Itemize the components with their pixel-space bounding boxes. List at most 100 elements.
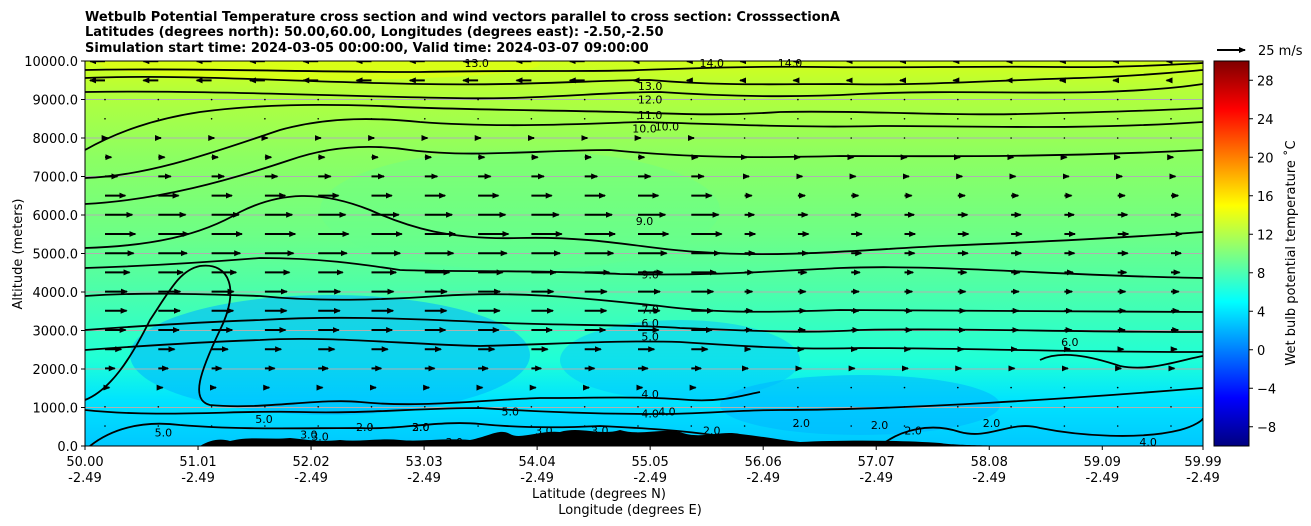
x-tick-lon: -2.49 bbox=[520, 471, 554, 486]
x-tick-lat: 56.06 bbox=[745, 455, 782, 470]
contour-label: 2.0 bbox=[792, 417, 810, 430]
wind-vector bbox=[317, 406, 320, 408]
contour-label: 13.0 bbox=[638, 80, 663, 93]
x-tick-lat: 59.99 bbox=[1184, 455, 1221, 470]
contour-lines bbox=[85, 62, 1203, 446]
wind-vector bbox=[1116, 118, 1119, 120]
y-tick-label: 0.0 bbox=[57, 440, 78, 455]
colorbar-tick-label: 12 bbox=[1257, 228, 1274, 243]
x-tick-lon: -2.49 bbox=[407, 471, 441, 486]
wind-vector bbox=[690, 406, 693, 408]
wind-vector bbox=[797, 386, 799, 389]
wind-vector bbox=[797, 98, 799, 101]
wind-vector bbox=[317, 118, 320, 120]
wind-vector bbox=[104, 98, 106, 101]
x-tick-lon: -2.49 bbox=[859, 471, 893, 486]
wind-vector bbox=[157, 425, 160, 427]
wind-vector bbox=[743, 137, 746, 139]
wind-vector bbox=[903, 98, 906, 101]
wind-vector bbox=[1170, 137, 1172, 139]
x-tick-lat: 52.02 bbox=[292, 455, 329, 470]
wind-vector bbox=[1010, 98, 1012, 101]
x-tick-lat: 54.04 bbox=[519, 455, 556, 470]
wind-vector bbox=[477, 118, 479, 120]
contour-label: 3.0 bbox=[591, 425, 609, 438]
wind-vector bbox=[743, 118, 746, 120]
y-tick-label: 9000.0 bbox=[33, 94, 79, 109]
wind-vector bbox=[797, 137, 799, 139]
colorbar-tick-label: −4 bbox=[1257, 382, 1276, 397]
wind-vector bbox=[637, 118, 639, 120]
colorbar-tick-label: 28 bbox=[1257, 74, 1274, 89]
wind-vector bbox=[424, 406, 426, 408]
x-tick-lon: -2.49 bbox=[1085, 471, 1119, 486]
wind-vector bbox=[424, 118, 426, 120]
x-tick-lat: 55.05 bbox=[632, 455, 669, 470]
y-tick-label: 5000.0 bbox=[33, 248, 79, 263]
wind-vector bbox=[1010, 386, 1012, 389]
colorbar bbox=[1213, 60, 1250, 447]
y-axis-label: Altitude (meters) bbox=[11, 199, 26, 310]
wind-vector bbox=[477, 425, 479, 427]
wind-vector bbox=[370, 425, 373, 427]
contour-label: 9.0 bbox=[641, 269, 659, 282]
contour-label: 10.0 bbox=[632, 122, 657, 135]
contour-label: 2.0 bbox=[356, 421, 374, 434]
contour-label: 10.0 bbox=[655, 120, 680, 133]
contour-label: 2.0 bbox=[904, 425, 922, 438]
wind-vector bbox=[210, 118, 213, 120]
wind-vector bbox=[957, 406, 959, 408]
x-axis-label-lat: Latitude (degrees N) bbox=[532, 487, 666, 502]
contour-label: 3.0 bbox=[446, 436, 464, 449]
wind-vector bbox=[1010, 406, 1012, 408]
wind-vector bbox=[690, 98, 693, 101]
wind-vector bbox=[637, 98, 639, 101]
x-tick-lat: 58.08 bbox=[971, 455, 1008, 470]
wind-vector bbox=[1170, 118, 1172, 120]
wind-vector bbox=[690, 425, 693, 427]
wind-vector bbox=[1116, 137, 1119, 139]
x-tick-lon: -2.49 bbox=[633, 471, 667, 486]
y-tick-label: 6000.0 bbox=[33, 209, 79, 224]
contour-label: 2.0 bbox=[871, 419, 889, 432]
wind-vector bbox=[157, 98, 160, 101]
colorbar-tick-label: 24 bbox=[1257, 113, 1274, 128]
title-line-1: Wetbulb Potential Temperature cross sect… bbox=[85, 10, 840, 25]
contour-label: 14.0 bbox=[699, 57, 724, 70]
y-tick-label: 1000.0 bbox=[33, 402, 79, 417]
x-tick-lat: 57.07 bbox=[858, 455, 895, 470]
wind-vector bbox=[264, 406, 266, 408]
wind-key-label: 25 m/s bbox=[1258, 44, 1303, 59]
y-tick-label: 8000.0 bbox=[33, 132, 79, 147]
x-tick-lat: 51.01 bbox=[179, 455, 216, 470]
title-line-2: Latitudes (degrees north): 50.00,60.00, … bbox=[85, 25, 664, 40]
colorbar-tick-label: 4 bbox=[1257, 305, 1265, 320]
contour-labels: 13.012.011.010.010.014.0 14.013.09.09.07.… bbox=[155, 57, 1157, 449]
contour-label: 13.0 bbox=[464, 57, 489, 70]
contour-label: 6.0 bbox=[641, 317, 659, 330]
wind-vector bbox=[157, 406, 160, 408]
wind-vector bbox=[850, 98, 852, 101]
wind-vector bbox=[530, 98, 533, 101]
contour-label: 3.0 bbox=[311, 430, 329, 443]
wind-vector bbox=[797, 425, 799, 427]
x-tick-lat: 50.00 bbox=[66, 455, 103, 470]
wind-vector bbox=[317, 98, 320, 101]
wind-vector bbox=[1010, 118, 1012, 120]
y-tick-label: 10000.0 bbox=[24, 55, 78, 70]
wind-vector bbox=[1170, 425, 1172, 427]
title-line-3: Simulation start time: 2024-03-05 00:00:… bbox=[85, 41, 649, 56]
contour-label: 12.0 bbox=[638, 94, 663, 107]
wind-vector bbox=[850, 425, 852, 427]
colorbar-ticks: −8 −4 0 4 8 12 16 20 24 28 bbox=[1249, 74, 1276, 436]
contour-label: 14.0 bbox=[778, 57, 803, 70]
wind-vector bbox=[1116, 406, 1119, 408]
x-axis: 50.00-2.4951.01-2.4952.02-2.4953.03-2.49… bbox=[66, 446, 1222, 486]
wind-vector bbox=[1063, 137, 1066, 139]
wind-vector bbox=[1116, 98, 1119, 101]
wind-vector bbox=[264, 118, 266, 120]
wind-vector bbox=[903, 118, 906, 120]
colorbar-tick-label: 16 bbox=[1257, 190, 1274, 205]
wind-vector bbox=[1170, 406, 1172, 408]
wind-vector bbox=[370, 406, 373, 408]
